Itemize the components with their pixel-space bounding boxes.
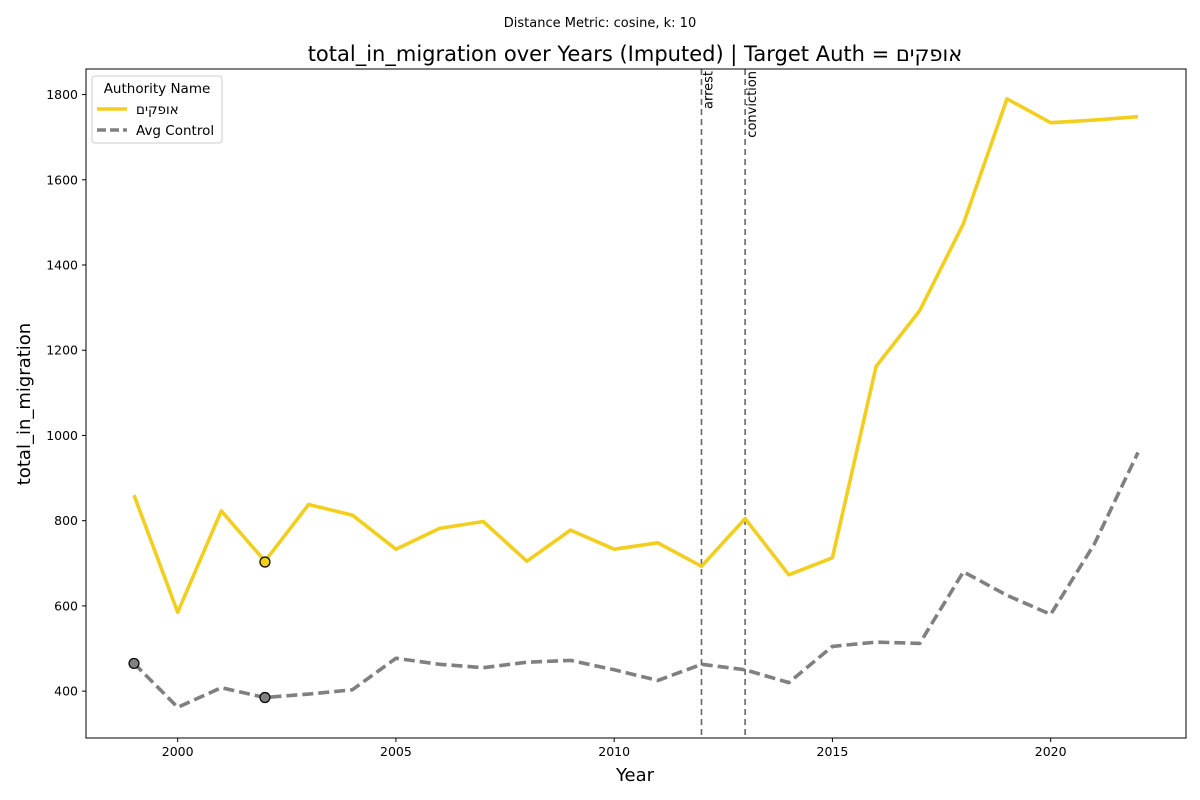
imputed-point-marker [128, 657, 140, 670]
x-tick-label: 2005 [380, 744, 412, 759]
y-tick-label: 1800 [46, 87, 78, 102]
chart-suptitle: Distance Metric: cosine, k: 10 [504, 16, 696, 31]
plot-frame [85, 68, 1187, 739]
legend-title: Authority Name [104, 81, 211, 97]
y-axis-title: total_in_migration [14, 323, 35, 485]
legend-entry: Avg Control [136, 123, 214, 139]
x-axis-title: Year [615, 765, 655, 786]
legend-box [91, 75, 223, 144]
x-tick-label: 2010 [598, 744, 630, 759]
chart-title: total_in_migration over Years (Imputed) … [308, 42, 963, 67]
event-label-arrest: arrest [701, 71, 716, 109]
plot-area: 2000 2005 2010 2015 2020 400 600 800 1000 1200 140… [46, 69, 1140, 759]
y-tick-label: 1200 [46, 343, 78, 358]
y-tick-label: 400 [54, 684, 78, 699]
imputed-point-marker [259, 691, 271, 704]
event-label-conviction: conviction [745, 71, 760, 138]
y-tick-label: 1000 [46, 428, 78, 443]
y-tick-label: 1600 [46, 172, 78, 187]
series-line-target [132, 97, 1139, 615]
x-tick-label: 2000 [162, 744, 194, 759]
y-tick-label: 600 [54, 598, 78, 613]
y-tick-label: 800 [54, 513, 78, 528]
legend: Authority Name אופקים Avg Control [91, 75, 223, 144]
legend-entry: אופקים [136, 102, 179, 118]
series-line-avg-control [132, 451, 1140, 710]
imputed-point-marker [259, 556, 271, 568]
x-tick-label: 2015 [817, 744, 849, 759]
y-tick-label: 1400 [46, 258, 78, 273]
x-tick-label: 2020 [1035, 744, 1067, 759]
